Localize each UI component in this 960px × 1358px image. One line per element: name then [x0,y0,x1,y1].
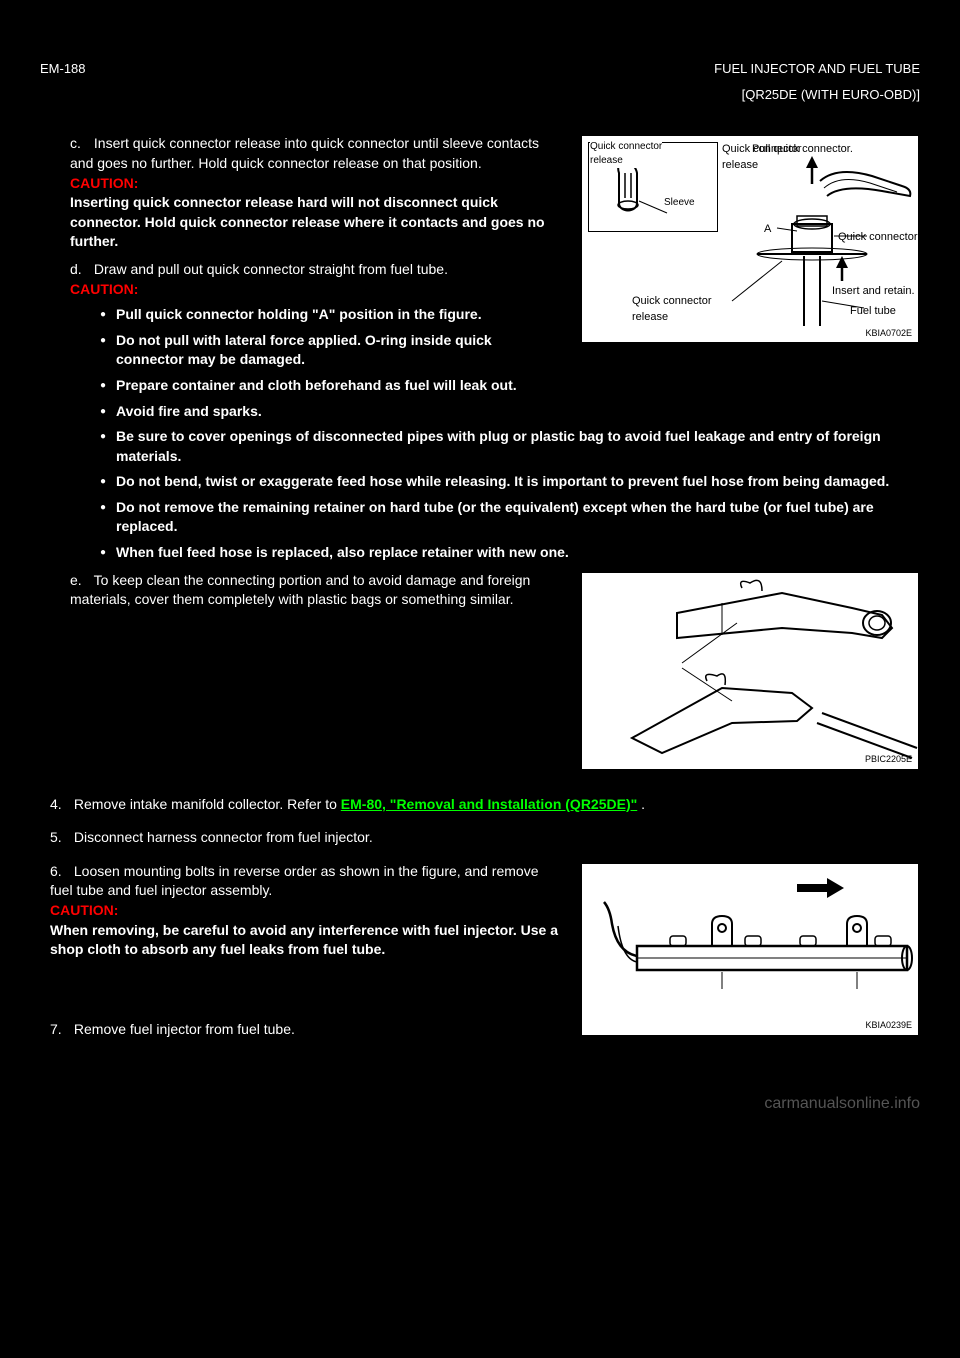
step-6-text: Loosen mounting bolts in reverse order a… [50,863,539,899]
bullet-1-text: Pull quick connector holding "A" positio… [116,306,482,322]
bullet-3: Prepare container and cloth beforehand a… [100,376,920,396]
bullet-7: Do not remove the remaining retainer on … [100,498,920,537]
num-4: 4. [50,795,70,815]
bullet-5: Be sure to cover openings of disconnecte… [100,427,920,466]
caution-label-2: CAUTION: [70,281,138,297]
step-5: 5. Disconnect harness connector from fue… [50,828,920,848]
label-qc: Quick connector [838,230,917,245]
bullet-8: When fuel feed hose is replaced, also re… [100,543,920,563]
substep-d: d. Draw and pull out quick connector str… [70,260,920,563]
label-plastic-bags: Plastic bags, etc. [582,773,918,804]
step-letter-d: d. [70,260,90,280]
fig3-code: KBIA0239E [865,1019,912,1032]
bullet-2-text: Do not pull with lateral force applied. … [116,332,492,368]
bullet-7-text: Do not remove the remaining retainer on … [116,499,874,535]
bullet-6: Do not bend, twist or exaggerate feed ho… [100,472,920,492]
figure-fuel-tube: Engine front 1 2 KBIA0239E [580,862,920,1037]
fig2-code: PBIC2205E [865,753,912,766]
page-header: EM-188 FUEL INJECTOR AND FUEL TUBE [40,60,920,78]
label-a: A [764,222,771,237]
label-insert: Insert and retain. [832,284,915,299]
caution-bullets: Pull quick connector holding "A" positio… [70,305,920,563]
num-7: 7. [50,1020,70,1040]
bullet-5-text: Be sure to cover openings of disconnecte… [116,428,881,464]
fig2-svg [582,573,922,773]
label-num1: 1 [582,1054,918,1069]
bullet-3-text: Prepare container and cloth beforehand a… [116,377,517,393]
bullet-4-text: Avoid fire and sparks. [116,403,262,419]
num-5: 5. [50,828,70,848]
step-letter-c: c. [70,134,90,154]
header-right: FUEL INJECTOR AND FUEL TUBE [714,60,920,78]
step-c-text: Insert quick connector release into quic… [70,135,539,171]
step-letter-e: e. [70,571,90,591]
label-engine-front: Engine front [582,1039,918,1054]
bullet-8-text: When fuel feed hose is replaced, also re… [116,544,569,560]
step-c-caution-text: Inserting quick connector release hard w… [70,194,545,249]
step-e-text: To keep clean the connecting portion and… [70,572,530,608]
watermark: carmanualsonline.info [40,1093,920,1115]
header-left: EM-188 [40,60,86,78]
step-6-caution-text: When removing, be careful to avoid any i… [50,922,558,958]
bullet-4: Avoid fire and sparks. [100,402,920,422]
step-5-text: Disconnect harness connector from fuel i… [74,829,373,845]
figure-plastic-bags: Plastic bags, etc. PBIC2205E [580,571,920,771]
page-subtitle: [QR25DE (WITH EURO-OBD)] [40,86,920,104]
num-6: 6. [50,862,70,882]
label-num2: 2 [582,1070,918,1085]
step-d-text: Draw and pull out quick connector straig… [94,261,448,277]
bullet-6-text: Do not bend, twist or exaggerate feed ho… [116,473,889,489]
step-7-text: Remove fuel injector from fuel tube. [74,1021,295,1037]
bullet-2: Do not pull with lateral force applied. … [100,331,920,370]
bullet-1: Pull quick connector holding "A" positio… [100,305,920,325]
caution-label: CAUTION: [70,175,138,191]
caution-label-3: CAUTION: [50,902,118,918]
fig3-svg [582,864,922,1039]
step-4-text: Remove intake manifold collector. Refer … [74,796,341,812]
